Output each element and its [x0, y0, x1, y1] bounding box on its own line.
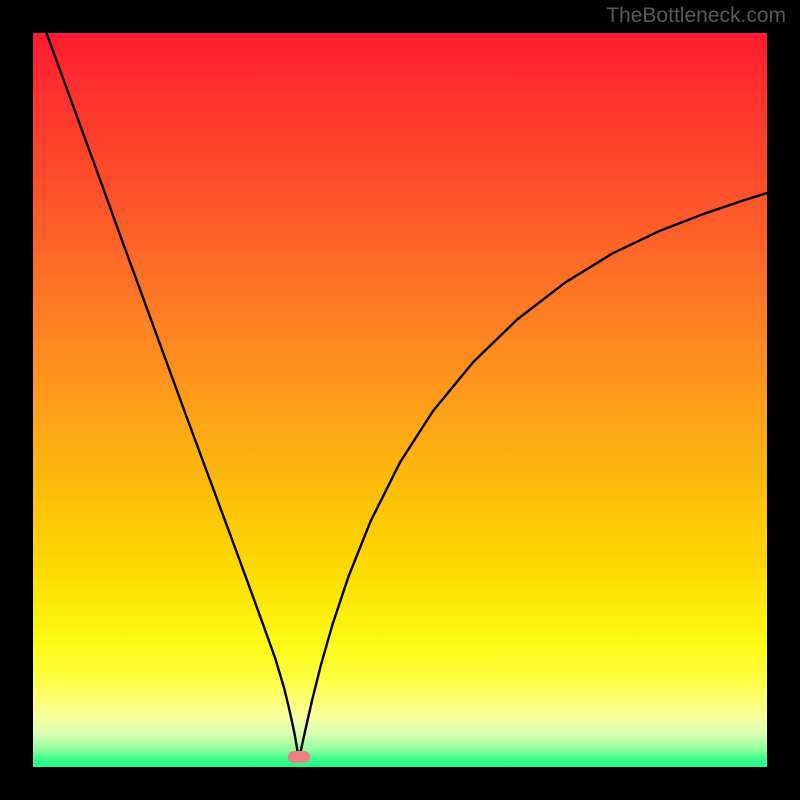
plot-area	[33, 33, 767, 767]
apex-marker	[288, 751, 310, 763]
chart-container: TheBottleneck.com	[0, 0, 800, 800]
v-curve-path	[33, 33, 767, 761]
attribution-text: TheBottleneck.com	[606, 4, 786, 28]
curve-layer	[33, 33, 767, 767]
